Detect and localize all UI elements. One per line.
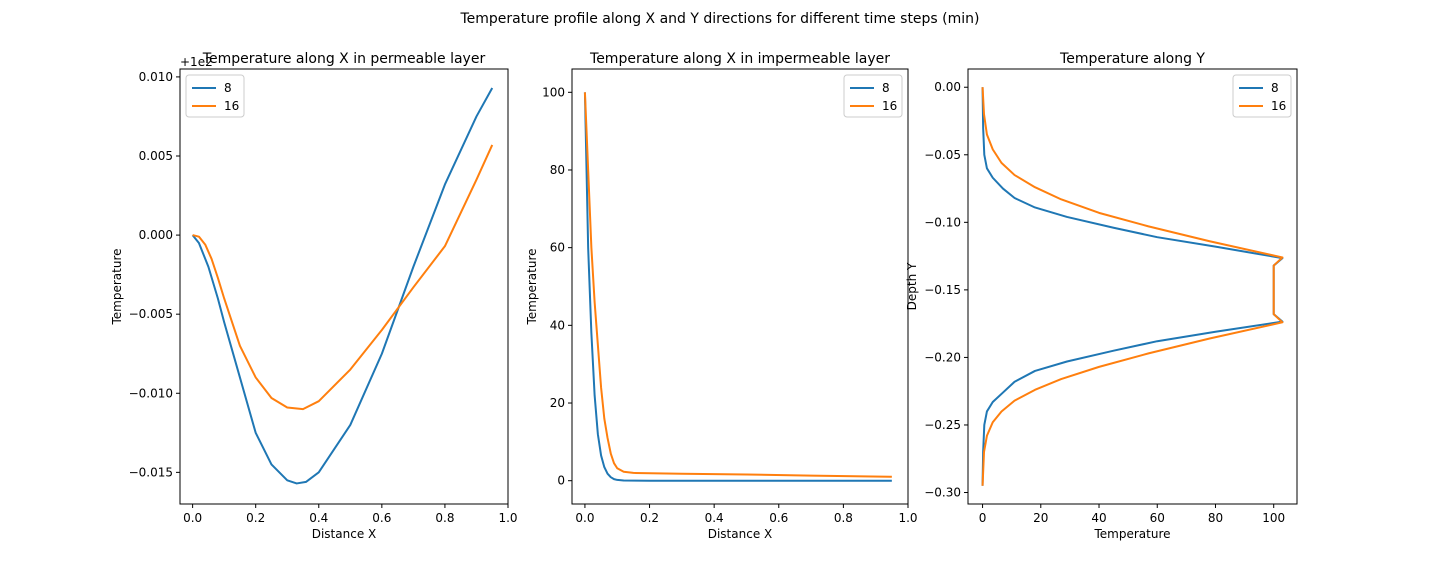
y-tick-label: −0.10 xyxy=(924,215,961,229)
subplot-title: Temperature along X in impermeable layer xyxy=(589,51,890,67)
x-axis-label: Temperature xyxy=(1093,527,1170,541)
y-tick-label: 0 xyxy=(557,474,565,488)
x-tick-label: 60 xyxy=(1150,511,1165,525)
series-lines xyxy=(191,87,494,485)
y-tick-label: −0.010 xyxy=(129,386,173,400)
x-tick-label: 0.4 xyxy=(705,511,724,525)
series-line-16 xyxy=(583,92,892,478)
x-tick-label: 100 xyxy=(1262,511,1285,525)
series-line-16 xyxy=(981,87,1284,486)
y-tick-label: 0.00 xyxy=(934,80,961,94)
y-tick-label: 80 xyxy=(550,163,565,177)
series-lines xyxy=(583,92,892,482)
y-tick-label: 40 xyxy=(550,318,565,332)
legend-label-8: 8 xyxy=(224,81,232,95)
y-axis-label: Depth Y xyxy=(905,262,919,310)
legend-label-16: 16 xyxy=(224,99,239,113)
x-tick-label: 0.6 xyxy=(769,511,788,525)
legend-label-8: 8 xyxy=(1271,81,1279,95)
legend: 816 xyxy=(185,74,245,118)
x-tick-label: 0.0 xyxy=(575,511,594,525)
y-offset-label: +1e2 xyxy=(180,55,213,69)
y-axis-label: Temperature xyxy=(525,248,539,325)
y-tick-label: 0.010 xyxy=(139,70,173,84)
subplot-3: 0 20 40 60 80 100 0.00 −0.05 −0.10 −0.15 −0.20 −0.2… xyxy=(905,51,1298,541)
y-tick-label: 20 xyxy=(550,396,565,410)
y-tick-label: 0.000 xyxy=(139,228,173,242)
x-axis-label: Distance X xyxy=(312,527,377,541)
legend: 816 xyxy=(843,74,903,118)
y-tick-label: −0.005 xyxy=(129,307,173,321)
subplot-title: Temperature along Y xyxy=(1059,51,1205,67)
subplots: 0.0 0.2 0.4 0.6 0.8 1.0−0.015−0.010−0.0050.00… xyxy=(110,51,1298,541)
series-line-16 xyxy=(192,144,494,411)
subplot-2: 0.0 0.2 0.4 0.6 0.8 1.0 0 20 40 60 80 100 Temperatur… xyxy=(525,51,918,541)
axes-frame xyxy=(179,68,509,505)
x-axis-label: Distance X xyxy=(708,527,773,541)
axes-frame xyxy=(571,68,909,505)
x-tick-label: 40 xyxy=(1091,511,1106,525)
x-tick-label: 0.0 xyxy=(183,511,202,525)
x-tick-label: 0 xyxy=(979,511,987,525)
y-tick-label: −0.25 xyxy=(924,418,961,432)
legend: 816 xyxy=(1232,74,1292,118)
subplot-1: 0.0 0.2 0.4 0.6 0.8 1.0 −0.015 −0.010 −0.005 0.00… xyxy=(110,51,518,541)
x-tick-label: 20 xyxy=(1033,511,1048,525)
y-axis-label: Temperature xyxy=(110,248,124,325)
y-tick-label: −0.30 xyxy=(924,486,961,500)
axes-frame xyxy=(967,68,1298,505)
x-tick-label: 1.0 xyxy=(498,511,517,525)
y-tick-label: −0.20 xyxy=(924,350,961,364)
x-tick-label: 0.8 xyxy=(435,511,454,525)
x-tick-label: 80 xyxy=(1208,511,1223,525)
x-tick-label: 0.4 xyxy=(309,511,328,525)
y-tick-label: −0.05 xyxy=(924,148,961,162)
legend-label-8: 8 xyxy=(882,81,890,95)
legend-label-16: 16 xyxy=(882,99,897,113)
subplot-title: Temperature along X in permeable layer xyxy=(202,51,486,67)
series-line-8 xyxy=(583,92,892,482)
x-tick-label: 0.6 xyxy=(372,511,391,525)
legend-label-16: 16 xyxy=(1271,99,1286,113)
y-tick-label: 0.005 xyxy=(139,149,173,163)
figure-suptitle: Temperature profile along X and Y direct… xyxy=(459,11,979,27)
x-tick-label: 0.2 xyxy=(640,511,659,525)
x-tick-label: 0.2 xyxy=(246,511,265,525)
y-tick-label: 60 xyxy=(550,241,565,255)
x-tick-label: 1.0 xyxy=(898,511,917,525)
y-tick-label: −0.15 xyxy=(924,283,961,297)
y-tick-label: −0.015 xyxy=(129,465,173,479)
y-tick-label: 100 xyxy=(542,85,565,99)
x-tick-label: 0.8 xyxy=(834,511,853,525)
series-line-8 xyxy=(191,87,494,485)
series-lines xyxy=(981,87,1284,486)
